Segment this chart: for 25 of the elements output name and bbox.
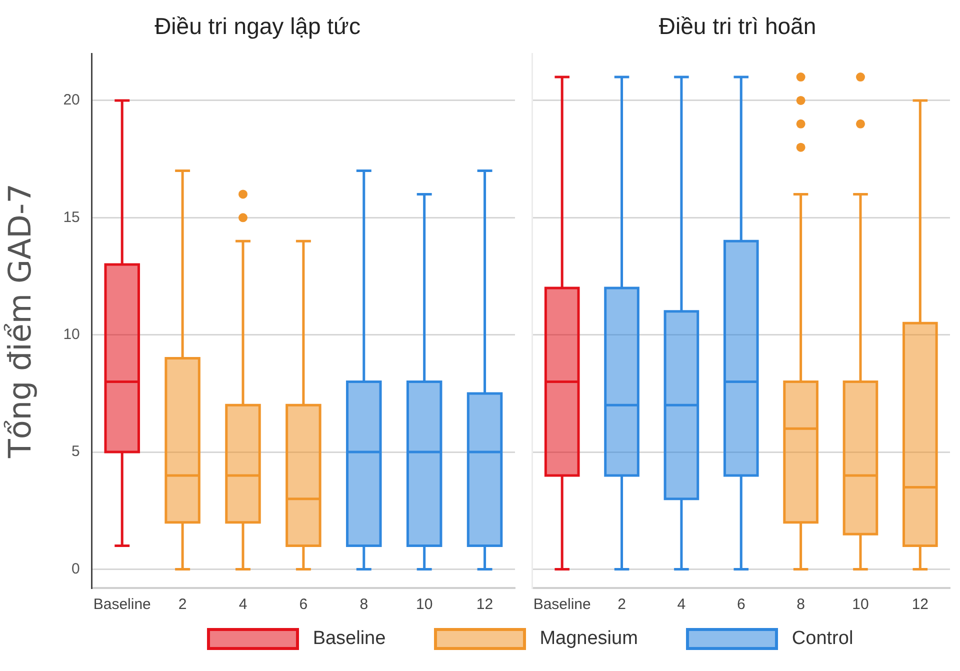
x-tick-label: 2: [618, 596, 626, 614]
chart-title: Điều tri trì hoãn: [658, 13, 816, 40]
y-tick-label: 15: [63, 208, 80, 226]
x-tick-label: 6: [299, 596, 308, 614]
legend-label: Baseline: [312, 628, 386, 650]
x-tick-label: 2: [178, 596, 187, 614]
x-tick-label: 12: [912, 596, 929, 614]
x-tick-label: 4: [238, 596, 248, 614]
x-tick-label: 10: [852, 596, 869, 614]
y-tick-label: 5: [72, 443, 80, 460]
x-tick-label: 8: [360, 596, 368, 614]
x-tick-label: 8: [796, 596, 805, 614]
y-tick-label: 20: [63, 92, 80, 109]
x-tick-label: 10: [416, 596, 433, 614]
x-tick-label: Baseline: [93, 596, 151, 614]
y-tick-label: 10: [63, 326, 80, 344]
legend-label: Magnesium: [540, 628, 638, 650]
legend-label: Control: [792, 628, 854, 650]
x-tick-label: 12: [476, 596, 494, 614]
x-tick-label: Baseline: [533, 596, 591, 614]
y-tick-label: 0: [72, 560, 80, 578]
x-tick-label: 6: [736, 596, 746, 614]
y-axis-title: Tổng điểm GAD-7: [2, 184, 39, 460]
chart-title: Điều tri ngay lập tức: [154, 13, 360, 40]
x-tick-label: 4: [677, 596, 686, 614]
